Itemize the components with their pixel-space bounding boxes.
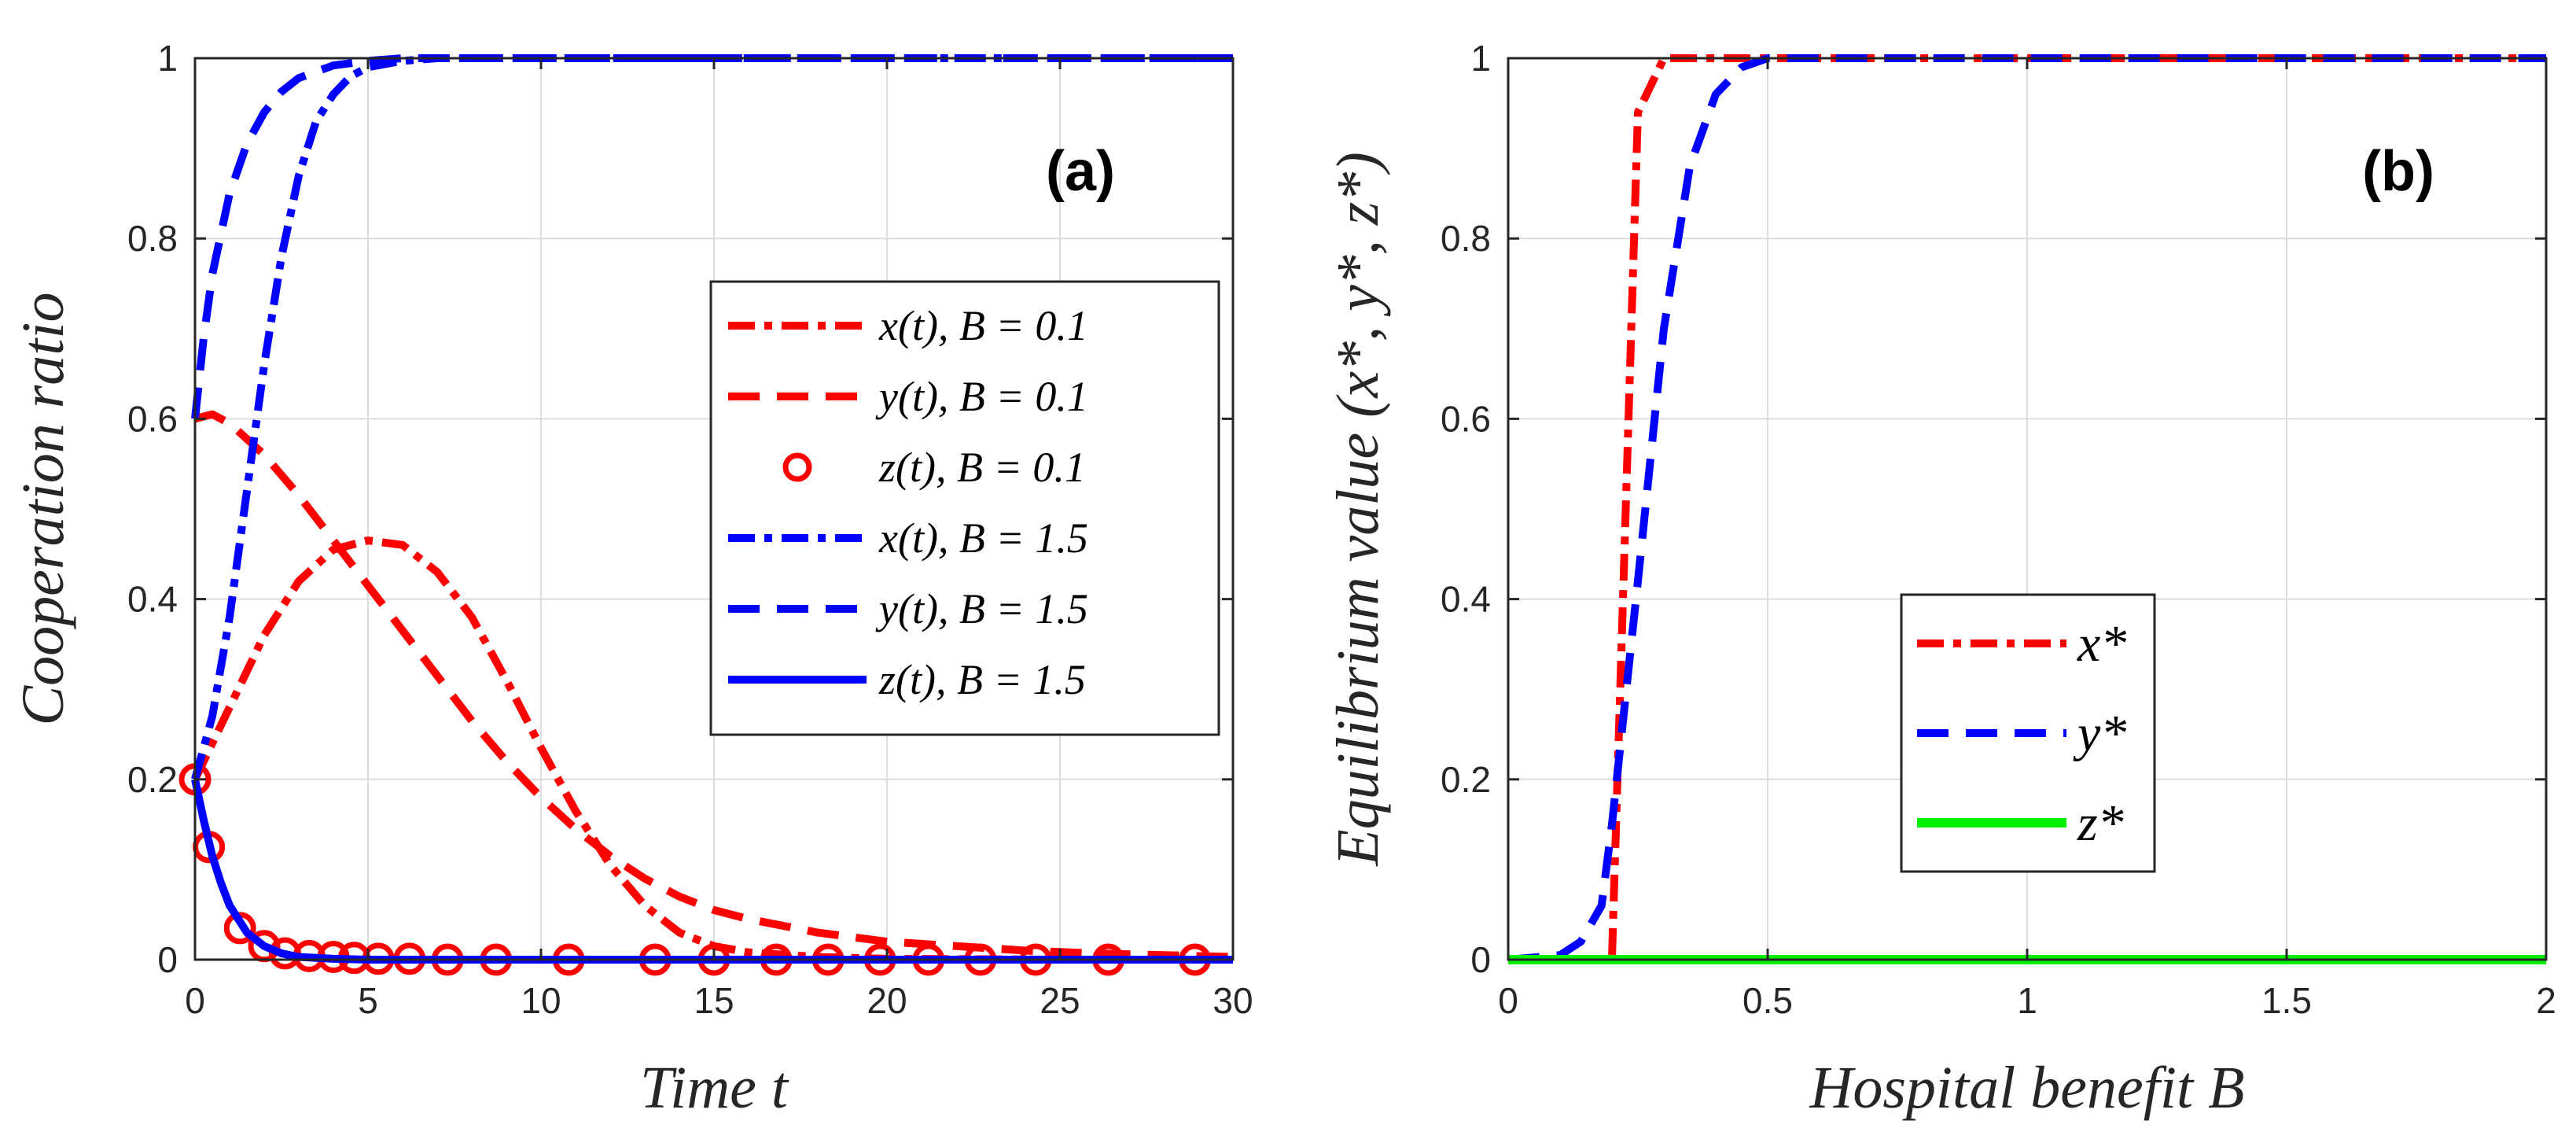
panel-b-xtick-label-4: 2 [2536,980,2556,1021]
panel-a-ylabel: Cooperation ratio [10,292,76,725]
panel-a-xtick-label-0: 0 [185,980,205,1021]
panel-b-xlabel: Hospital benefit B [1809,1055,2244,1121]
legend-label-x-b01: x(t), B = 0.1 [878,302,1088,349]
panel-a-ytick-label-2: 0.4 [127,579,178,620]
panel-b-ticks: 0 0.5 1 1.5 2 0 0.2 0.4 0.6 0.8 1 [1441,38,2556,1021]
panel-b-xtick-label-0: 0 [1498,980,1518,1021]
panel-b-ylabel: Equilibrium value (x*, y*, z*) [1325,152,1391,867]
legend-label-y-b01: y(t), B = 0.1 [875,373,1088,420]
legend-swatch-z-b01 [782,452,812,482]
panel-b-ytick-label-1: 0.2 [1441,759,1491,800]
panel-a-xtick-label-2: 10 [521,980,561,1021]
panel-a-ytick-label-3: 0.6 [127,398,178,439]
panel-a-ytick-label-1: 0.2 [127,759,178,800]
panel-a-xtick-label-5: 25 [1040,980,1080,1021]
panel-b-xtick-label-2: 1 [2017,980,2037,1021]
legend-label-x-star: x* [2077,615,2126,673]
panel-b-legend: x* y* z* [1900,593,2156,873]
panel-a-xlabel: Time t [640,1055,789,1121]
panel-a-ytick-label-5: 1 [157,38,178,79]
legend-label-y-star: y* [2073,705,2126,762]
legend-label-z-b01: z(t), B = 0.1 [878,444,1086,491]
panel-a-series-1-line [193,410,1234,961]
panel-a-xtick-label-3: 15 [694,980,734,1021]
panel-a-legend-box [709,280,1220,736]
panel-b-xtick-label-1: 0.5 [1742,980,1793,1021]
panel-b-label: (b) [2362,140,2434,203]
panel-a: 0 5 10 15 20 25 30 0 0.2 0.4 0.6 0.8 1 Time t Cooper… [10,38,1253,1121]
panel-a-legend: x(t), B = 0.1 y(t), B = 0.1 z(t), B = 0.… [709,280,1220,736]
panel-b-ytick-label-4: 0.8 [1441,218,1491,259]
panel-a-label: (a) [1046,140,1115,203]
panel-b-ytick-label-5: 1 [1470,38,1491,79]
legend-label-x-b15: x(t), B = 1.5 [878,514,1088,562]
panel-a-xtick-label-1: 5 [358,980,378,1021]
panel-a-ytick-label-4: 0.8 [127,218,178,259]
panel-b-ytick-label-2: 0.4 [1441,579,1491,620]
panel-a-series-0-line [191,536,1233,964]
panel-b-ytick-label-0: 0 [1470,939,1491,980]
panel-b-ytick-label-3: 0.6 [1441,398,1491,439]
legend-label-z-b15: z(t), B = 1.5 [878,656,1086,703]
panel-b: 0 0.5 1 1.5 2 0 0.2 0.4 0.6 0.8 1 Hospital benefit… [1325,38,2556,1121]
legend-label-y-b15: y(t), B = 1.5 [875,585,1088,632]
panel-a-xtick-label-4: 20 [867,980,907,1021]
panel-a-xtick-label-6: 30 [1213,980,1253,1021]
panel-b-xtick-label-3: 1.5 [2261,980,2312,1021]
legend-label-z-star: z* [2077,794,2124,852]
panel-a-ytick-label-0: 0 [157,939,178,980]
panel-a-ticks: 0 5 10 15 20 25 30 0 0.2 0.4 0.6 0.8 1 [127,38,1253,1021]
